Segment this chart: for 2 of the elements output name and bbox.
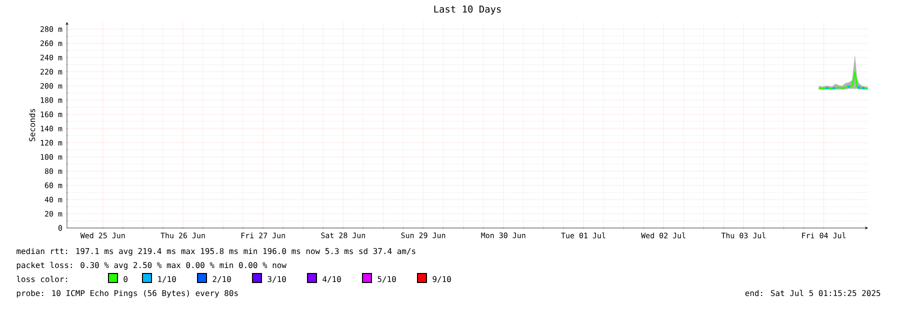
line-series xyxy=(818,72,868,90)
chart-title: Last 10 Days xyxy=(434,6,501,14)
